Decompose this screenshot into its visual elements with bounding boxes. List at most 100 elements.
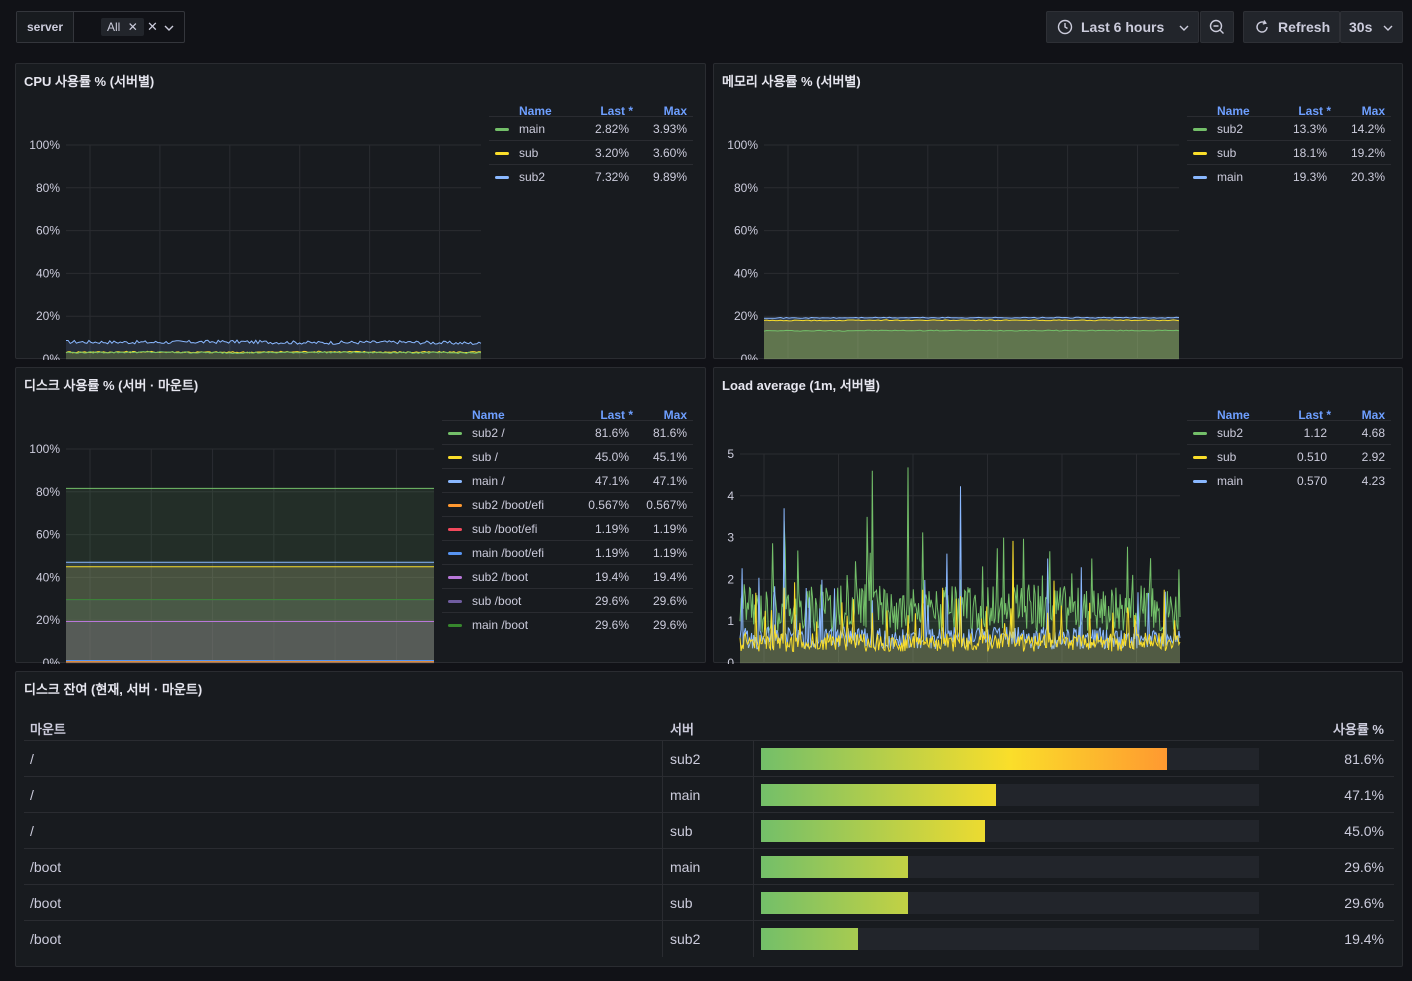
y-tick-label: 0 bbox=[727, 656, 734, 664]
legend-header-max[interactable]: Max bbox=[1361, 104, 1385, 118]
series-line-sub[interactable] bbox=[763, 319, 1180, 322]
series-line-main[interactable] bbox=[764, 316, 1180, 319]
legend-item[interactable]: main 19.3% 20.3% bbox=[1187, 164, 1391, 189]
table-row[interactable]: /boot main 29.6% bbox=[24, 848, 1394, 885]
cell-server: main bbox=[670, 787, 701, 803]
legend-item-last: 29.6% bbox=[594, 618, 629, 632]
cell-server: sub2 bbox=[670, 931, 701, 947]
legend-header-last[interactable]: Last * bbox=[1298, 408, 1331, 422]
legend-item-max: 1.19% bbox=[652, 546, 687, 560]
series-area-main bbox=[764, 317, 1179, 359]
legend-item[interactable]: sub /boot 29.6% 29.6% bbox=[442, 588, 693, 613]
clear-icon[interactable]: ✕ bbox=[147, 19, 158, 34]
table-row[interactable]: / sub2 81.6% bbox=[24, 740, 1394, 777]
legend-header-max[interactable]: Max bbox=[663, 408, 687, 422]
memory-panel[interactable]: 메모리 사용률 % (서버별) 0%20%40%60%80%100%17:001… bbox=[713, 63, 1403, 360]
cpu-panel[interactable]: CPU 사용률 % (서버별) 0%20%40%60%80%100%17:001… bbox=[15, 63, 706, 360]
column-header-mount[interactable]: 마운트 bbox=[30, 722, 66, 737]
refresh-button[interactable]: Refresh bbox=[1243, 11, 1340, 43]
load-chart[interactable]: 01234517:0018:0019:0020:0021:0022:00 bbox=[714, 398, 1184, 664]
legend-item-max: 45.1% bbox=[652, 450, 687, 464]
series-line-main[interactable] bbox=[65, 351, 482, 355]
panel-title: 메모리 사용률 % (서버별) bbox=[722, 74, 861, 89]
legend-item-max: 14.2% bbox=[1350, 122, 1385, 136]
legend-header-max[interactable]: Max bbox=[1361, 408, 1385, 422]
legend-item[interactable]: main 2.82% 3.93% bbox=[489, 116, 693, 141]
y-tick-label: 100% bbox=[727, 138, 758, 152]
legend-item-name: sub2 bbox=[1217, 426, 1244, 440]
table-row[interactable]: /boot sub 29.6% bbox=[24, 884, 1394, 921]
y-tick-label: 0% bbox=[741, 352, 759, 360]
legend-item[interactable]: sub2 /boot 19.4% 19.4% bbox=[442, 564, 693, 589]
column-divider bbox=[753, 849, 754, 885]
column-header-usage[interactable]: 사용률 % bbox=[1332, 722, 1384, 737]
legend-header-name[interactable]: Name bbox=[1217, 408, 1250, 422]
legend-item-last: 1.19% bbox=[594, 546, 629, 560]
legend-item[interactable]: main / 47.1% 47.1% bbox=[442, 468, 693, 493]
legend-item[interactable]: sub 3.20% 3.60% bbox=[489, 140, 693, 165]
server-variable-chip[interactable]: All ✕ bbox=[101, 18, 144, 36]
legend-item-last: 47.1% bbox=[594, 474, 629, 488]
legend-header-name[interactable]: Name bbox=[472, 408, 505, 422]
y-tick-label: 40% bbox=[734, 266, 758, 280]
series-line-main[interactable] bbox=[739, 486, 1181, 650]
legend-item[interactable]: main 0.570 4.23 bbox=[1187, 468, 1391, 493]
time-range-picker[interactable]: Last 6 hours bbox=[1046, 11, 1199, 43]
legend-item-last: 2.82% bbox=[594, 122, 629, 136]
legend-item-max: 0.567% bbox=[646, 498, 687, 512]
legend-header-max[interactable]: Max bbox=[663, 104, 687, 118]
series-color-swatch bbox=[448, 576, 462, 579]
legend-item[interactable]: main /boot 29.6% 29.6% bbox=[442, 612, 693, 637]
legend-item-name: main /boot/efi bbox=[472, 546, 545, 560]
legend-item-last: 1.19% bbox=[594, 522, 629, 536]
table-row[interactable]: / sub 45.0% bbox=[24, 812, 1394, 849]
series-area-sub-boot bbox=[66, 599, 434, 663]
column-divider bbox=[753, 741, 754, 777]
load-panel[interactable]: Load average (1m, 서버별) 01234517:0018:001… bbox=[713, 367, 1403, 664]
legend-header-last[interactable]: Last * bbox=[1298, 104, 1331, 118]
memory-chart[interactable]: 0%20%40%60%80%100%17:0018:0019:0020:0021… bbox=[714, 94, 1184, 360]
legend-header-last[interactable]: Last * bbox=[600, 104, 633, 118]
usage-gauge-fill bbox=[761, 748, 1168, 770]
legend-header-name[interactable]: Name bbox=[519, 104, 552, 118]
y-tick-label: 20% bbox=[734, 309, 758, 323]
series-line-sub2[interactable] bbox=[763, 329, 1180, 332]
legend-item-name: main /boot bbox=[472, 618, 529, 632]
table-row[interactable]: /boot sub2 19.4% bbox=[24, 920, 1394, 957]
column-header-server[interactable]: 서버 bbox=[670, 722, 694, 737]
disk-chart[interactable]: 0%20%40%60%80%100%17:0018:0019:0020:0021… bbox=[16, 398, 441, 664]
legend-item-max: 4.23 bbox=[1361, 474, 1385, 488]
cell-usage-value: 47.1% bbox=[1344, 787, 1384, 803]
legend-item-max: 19.2% bbox=[1350, 146, 1385, 160]
disk-panel[interactable]: 디스크 사용률 % (서버 · 마운트) 0% 20% 40% 60% 80% 100% 1… bbox=[15, 367, 706, 664]
panel-title: 디스크 잔여 (현재, 서버 · 마운트) bbox=[24, 682, 203, 697]
legend-item[interactable]: sub2 /boot/efi 0.567% 0.567% bbox=[442, 492, 693, 517]
legend-header-name[interactable]: Name bbox=[1217, 104, 1250, 118]
table-row[interactable]: / main 47.1% bbox=[24, 776, 1394, 813]
chip-remove-icon[interactable]: ✕ bbox=[127, 20, 138, 34]
series-line-sub[interactable] bbox=[739, 540, 1181, 653]
legend-item[interactable]: sub 0.510 2.92 bbox=[1187, 444, 1391, 469]
usage-gauge-track bbox=[761, 892, 1259, 914]
legend-item[interactable]: sub2 13.3% 14.2% bbox=[1187, 116, 1391, 141]
series-color-swatch bbox=[448, 600, 462, 603]
series-area-main-boot bbox=[66, 599, 434, 663]
chevron-down-icon[interactable] bbox=[164, 24, 174, 32]
cpu-chart[interactable]: 0%20%40%60%80%100%17:0018:0019:0020:0021… bbox=[16, 94, 486, 360]
series-line-sub2[interactable] bbox=[66, 339, 482, 346]
legend-item[interactable]: sub2 / 81.6% 81.6% bbox=[442, 420, 693, 445]
refresh-interval-picker[interactable]: 30s bbox=[1340, 11, 1403, 43]
legend-item[interactable]: sub 18.1% 19.2% bbox=[1187, 140, 1391, 165]
legend-item[interactable]: sub2 1.12 4.68 bbox=[1187, 420, 1391, 445]
disk-remaining-panel[interactable]: 디스크 잔여 (현재, 서버 · 마운트) 마운트 서버 사용률 % / sub2… bbox=[15, 671, 1403, 967]
legend-item[interactable]: main /boot/efi 1.19% 1.19% bbox=[442, 540, 693, 565]
legend-item[interactable]: sub /boot/efi 1.19% 1.19% bbox=[442, 516, 693, 541]
series-area-sub2-boot bbox=[66, 621, 434, 663]
series-color-swatch bbox=[448, 432, 462, 435]
zoom-out-button[interactable] bbox=[1200, 11, 1234, 43]
legend-item-name: main / bbox=[472, 474, 505, 488]
legend-item[interactable]: sub / 45.0% 45.1% bbox=[442, 444, 693, 469]
server-variable[interactable]: server All ✕ ✕ bbox=[16, 11, 185, 43]
legend-header-last[interactable]: Last * bbox=[600, 408, 633, 422]
legend-item[interactable]: sub2 7.32% 9.89% bbox=[489, 164, 693, 189]
